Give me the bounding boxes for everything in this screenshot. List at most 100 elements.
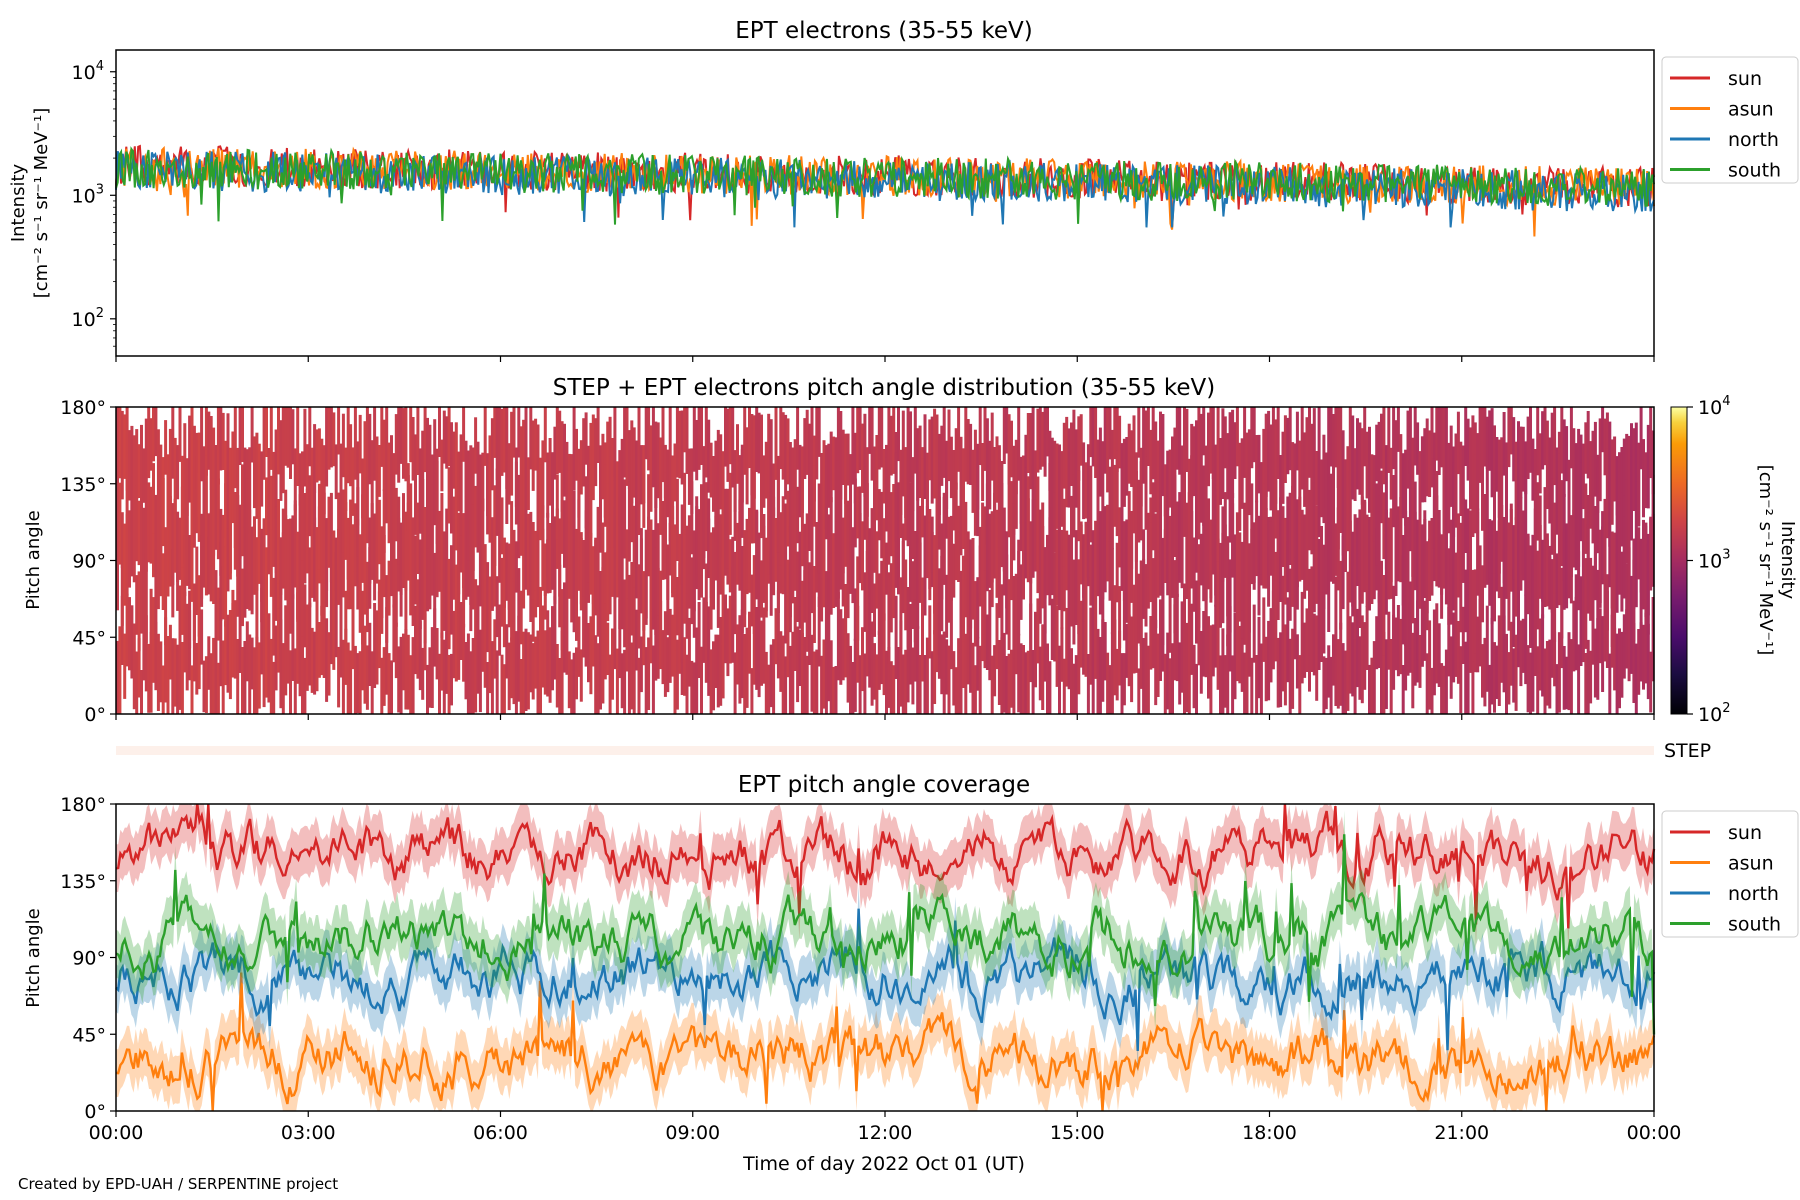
heatmap-cell xyxy=(1038,509,1042,592)
heatmap-cell xyxy=(1613,436,1617,502)
heatmap-cell xyxy=(387,653,391,714)
heatmap-cell xyxy=(1070,422,1073,486)
heatmap-cell xyxy=(656,422,660,499)
heatmap-cell xyxy=(865,483,869,570)
heatmap-cell xyxy=(1329,507,1333,582)
heatmap-cell xyxy=(921,458,924,538)
heatmap-cell xyxy=(1082,442,1086,520)
heatmap-cell xyxy=(209,512,213,602)
heatmap-cell xyxy=(1178,407,1182,475)
heatmap-cell xyxy=(1238,625,1242,684)
heatmap-cell xyxy=(1197,544,1201,628)
heatmap-cell xyxy=(1382,575,1386,656)
heatmap-cell xyxy=(1375,424,1379,482)
heatmap-cell xyxy=(320,526,324,616)
heatmap-cell xyxy=(197,472,201,542)
heatmap-cell xyxy=(632,505,636,588)
heatmap-cell xyxy=(644,647,648,714)
heatmap-cell xyxy=(1493,495,1496,574)
heatmap-cell xyxy=(286,519,290,605)
heatmap-cell xyxy=(601,433,605,500)
heatmap-cell xyxy=(1007,414,1011,485)
heatmap-cell xyxy=(243,542,247,618)
heatmap-cell xyxy=(1168,567,1172,653)
heatmap-cell xyxy=(1262,597,1266,662)
heatmap-cell xyxy=(1625,609,1629,669)
heatmap-cell xyxy=(1488,664,1492,714)
heatmap-cell xyxy=(892,484,896,552)
heatmap-cell xyxy=(1216,538,1220,625)
heatmap-cell xyxy=(274,540,278,621)
heatmap-cell xyxy=(315,527,319,587)
heatmap-cell xyxy=(1444,407,1448,493)
heatmap-cell xyxy=(1584,483,1588,554)
heatmap-cell xyxy=(856,605,860,683)
heatmap-cell xyxy=(1154,570,1158,629)
heatmap-cell xyxy=(695,496,699,575)
heatmap-cell xyxy=(1394,420,1398,491)
coverage-line-asun xyxy=(115,972,1656,1112)
heatmap-cell xyxy=(721,557,725,645)
heatmap-cell xyxy=(1519,426,1523,499)
heatmap-cell xyxy=(916,626,920,714)
heatmap-cell xyxy=(954,667,958,714)
heatmap-cell xyxy=(1305,417,1309,495)
y-tick-label: 104 xyxy=(72,59,104,84)
heatmap-cell xyxy=(1264,413,1268,497)
heatmap-cell xyxy=(430,484,434,565)
heatmap-cell xyxy=(714,634,718,688)
heatmap-cell xyxy=(212,478,216,556)
heatmap-cell xyxy=(815,522,819,591)
heatmap-cell xyxy=(241,407,244,462)
heatmap-cell xyxy=(1223,655,1227,708)
heatmap-cell xyxy=(536,424,540,516)
heatmap-cell xyxy=(1089,607,1093,685)
heatmap-cell xyxy=(1632,623,1636,703)
heatmap-cell xyxy=(832,666,836,714)
heatmap-cell xyxy=(971,538,975,600)
heatmap-cell xyxy=(1562,646,1566,710)
heatmap-cell xyxy=(649,425,653,512)
heatmap-cell xyxy=(762,455,766,508)
heatmap-cell xyxy=(1651,513,1655,587)
heatmap-cell xyxy=(1420,524,1424,583)
heatmap-cell xyxy=(411,517,415,599)
heatmap-cell xyxy=(822,485,826,547)
heatmap-cell xyxy=(132,465,136,539)
heatmap-cell xyxy=(613,407,617,477)
heatmap-cell xyxy=(265,407,268,457)
heatmap-cell xyxy=(426,460,429,549)
heatmap-cell xyxy=(166,636,170,714)
heatmap-cell xyxy=(1550,604,1554,678)
heatmap-cell xyxy=(1608,480,1612,547)
heatmap-cell xyxy=(469,651,473,714)
heatmap-cell xyxy=(305,604,309,691)
heatmap-cell xyxy=(1243,581,1247,645)
heatmap-cell xyxy=(1031,407,1035,480)
heatmap-cell xyxy=(1444,649,1448,714)
heatmap-cell xyxy=(1077,559,1081,635)
heatmap-cell xyxy=(1517,544,1520,623)
heatmap-cell xyxy=(1471,569,1475,662)
heatmap-cell xyxy=(1190,603,1194,675)
heatmap-cell xyxy=(1005,656,1009,714)
heatmap-cell xyxy=(1586,523,1590,614)
heatmap-cell xyxy=(1010,531,1013,601)
heatmap-cell xyxy=(1596,466,1600,554)
heatmap-cell xyxy=(1377,511,1381,603)
heatmap-cell xyxy=(1178,642,1182,705)
heatmap-cell xyxy=(344,590,348,647)
heatmap-cell xyxy=(935,414,939,495)
heatmap-cell xyxy=(351,447,355,516)
heatmap-cell xyxy=(618,496,622,582)
heatmap-cell xyxy=(1240,583,1244,639)
heatmap-cell xyxy=(185,489,189,557)
heatmap-cell xyxy=(985,483,989,545)
heatmap-cell xyxy=(925,469,929,545)
heatmap-cell xyxy=(526,457,530,510)
heatmap-cell xyxy=(1017,633,1021,713)
heatmap-cell xyxy=(522,488,526,555)
heatmap-cell xyxy=(1639,571,1643,661)
heatmap-cell xyxy=(796,551,800,622)
heatmap-cell xyxy=(700,484,703,576)
